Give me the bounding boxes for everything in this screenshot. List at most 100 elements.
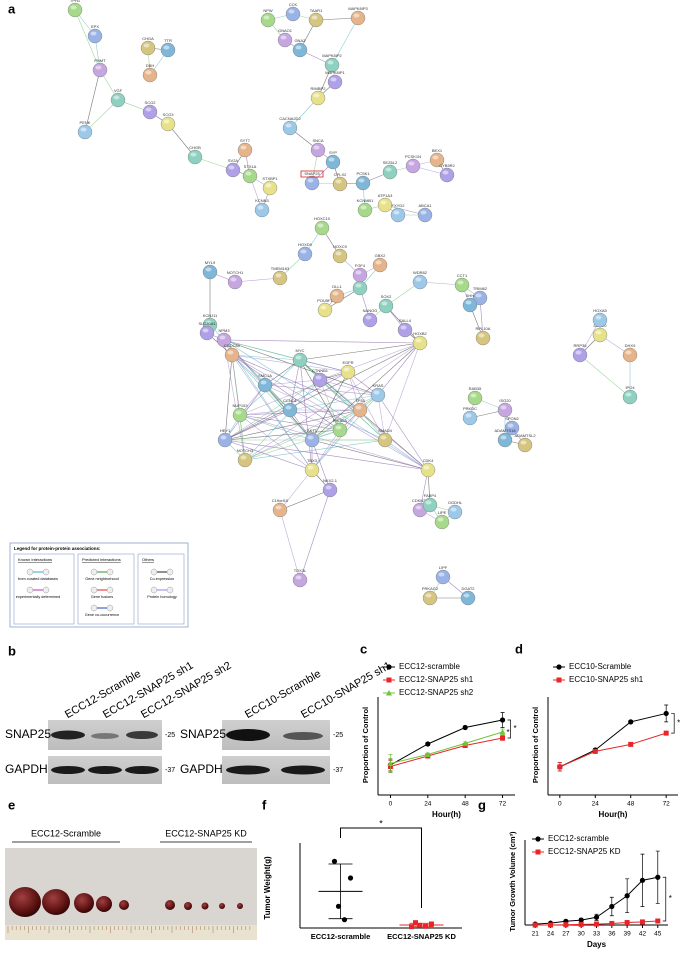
network-node [327, 74, 343, 90]
node-label: BEX1 [432, 148, 443, 153]
network-node [142, 67, 158, 83]
significance-bracket [507, 719, 511, 739]
network-legend: Legend for protein-protein associations: [9, 542, 189, 628]
network-edge [299, 359, 349, 373]
legend-node [26, 586, 34, 594]
network-edge [311, 394, 379, 441]
network-node [412, 274, 428, 290]
network-edge [311, 342, 421, 441]
node-highlight [465, 300, 472, 305]
network-edge [239, 409, 361, 416]
node-highlight [328, 157, 335, 162]
node-highlight [465, 413, 472, 418]
node-highlight [313, 93, 320, 98]
network-edge [319, 342, 421, 381]
node-label: NOTCH1 [227, 270, 244, 275]
network-node [272, 502, 288, 518]
node-highlight [343, 367, 350, 372]
network-node [292, 352, 308, 368]
node-label: STX1A [244, 164, 257, 169]
network-edge [231, 354, 313, 441]
network-edge [289, 359, 301, 411]
node-highlight [317, 223, 324, 228]
node-highlight [300, 249, 307, 254]
x-tick-label: 48 [462, 801, 470, 808]
node-label: CDKN2A [412, 498, 429, 503]
node-highlight [285, 123, 292, 128]
node-highlight [575, 350, 582, 355]
panel-label: f [262, 797, 267, 812]
marker [423, 923, 428, 929]
node-highlight [365, 315, 372, 320]
network-edge [299, 359, 361, 411]
significance: * [379, 818, 383, 828]
marker [663, 710, 669, 717]
network: TPH1 EPX CHGA TTR PNMT DBH VGF SCG2 SCG3 PENK NPW C… [67, 0, 638, 606]
node-label: CHGB [189, 145, 201, 150]
network-node [292, 42, 308, 58]
network-edge [84, 99, 119, 133]
legend-label: ECC12-scramble [399, 662, 460, 671]
node-label: TBX3 [307, 458, 318, 463]
node-label: NPM3 [218, 328, 230, 333]
node-label: NOTCH3 [237, 448, 254, 453]
node-highlight [325, 485, 332, 490]
network-edge [231, 354, 361, 411]
node-highlight [625, 350, 632, 355]
network-node [292, 572, 308, 588]
network-node [462, 297, 478, 313]
node-label: HOXC10 [314, 216, 331, 221]
row-label: GAPDH [180, 762, 223, 776]
node-highlight [143, 43, 150, 48]
network-node [87, 28, 103, 44]
network-edge [299, 359, 313, 471]
significance: * [677, 718, 680, 727]
node-highlight [275, 273, 282, 278]
node-highlight [595, 330, 602, 335]
network-node [422, 497, 438, 513]
legend-item: from curated databases [18, 577, 58, 581]
node-highlight [228, 165, 235, 170]
x-tick-label: 24 [547, 931, 555, 938]
marker [335, 903, 342, 909]
node-label: CCT1 [457, 273, 468, 278]
marker [424, 751, 431, 757]
network-edge [224, 439, 313, 471]
legend-group-title: Known Interactions [18, 557, 52, 562]
marker [628, 719, 634, 725]
node-label: PCSK1 [356, 171, 370, 176]
western-blot [48, 720, 330, 784]
marker [655, 918, 661, 924]
network-edge [231, 354, 349, 373]
network-node [475, 330, 491, 346]
marker [639, 919, 645, 925]
node-label: SYP [329, 150, 337, 155]
legend-item: Protein homology [147, 595, 177, 599]
network-edge [224, 409, 291, 441]
node-highlight [275, 505, 282, 510]
legend-node [42, 586, 50, 594]
node-highlight [163, 45, 170, 50]
node-highlight [311, 15, 318, 20]
node-highlight [385, 167, 392, 172]
network-node [592, 312, 608, 328]
x-tick-label: 24 [592, 801, 600, 808]
network-edge [224, 342, 421, 441]
node-label: FGF4 [355, 263, 366, 268]
network-edge [264, 384, 379, 396]
node-label: ABCA1 [418, 203, 432, 208]
node-highlight [470, 393, 477, 398]
network-edge [244, 439, 386, 461]
node-highlight [358, 178, 365, 183]
node-highlight [423, 465, 430, 470]
y-axis-title: Proportion of Control [361, 707, 370, 783]
node-highlight [475, 293, 482, 298]
network-edge [319, 379, 379, 396]
marker [331, 858, 338, 864]
node-label: CDK4 [423, 458, 434, 463]
node-label: RPL10A [476, 326, 491, 331]
node-label: OGDHL [448, 500, 463, 505]
network-node [199, 325, 215, 341]
network-edge [239, 414, 313, 471]
node-label: SPON2 [505, 416, 519, 421]
